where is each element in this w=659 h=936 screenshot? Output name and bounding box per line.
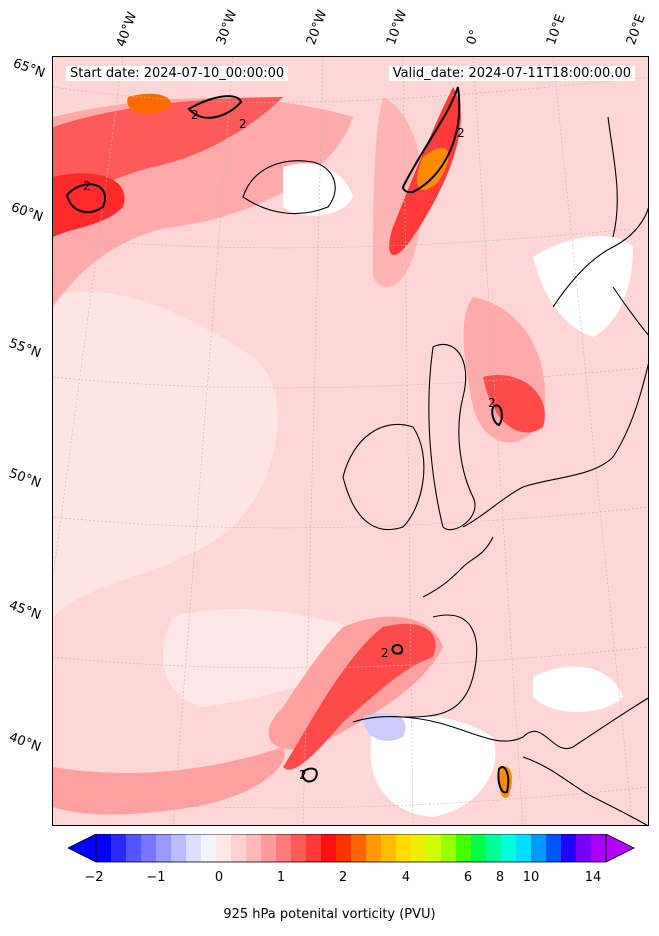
colorbar-tick-label: 2 — [338, 870, 348, 885]
colorbar-cell — [156, 834, 172, 862]
lat-label-55n: 55°N — [6, 336, 43, 362]
colorbar-cell — [441, 834, 457, 862]
colorbar-cell — [291, 834, 307, 862]
colorbar-cell — [216, 834, 232, 862]
graticule — [53, 57, 648, 825]
colorbar-frame — [95, 834, 607, 863]
colorbar — [68, 834, 635, 863]
colorbar-cell — [576, 834, 592, 862]
colorbar-tick-label: 8 — [495, 870, 505, 885]
colorbar-cell — [486, 834, 502, 862]
colorbar-cell — [561, 834, 577, 862]
colorbar-tick-label: 1 — [276, 870, 286, 885]
lon-label-0: 0° — [463, 27, 484, 47]
colorbar-cell — [186, 834, 202, 862]
pv-light-patch — [53, 291, 278, 617]
colorbar-cell — [516, 834, 532, 862]
contour-label: 2 — [457, 126, 465, 140]
lat-label-65n: 65°N — [10, 56, 47, 82]
colorbar-cell — [456, 834, 472, 862]
contour-label: 2 — [191, 108, 199, 122]
colorbar-cell — [201, 834, 217, 862]
colorbar-cell — [96, 834, 112, 862]
colorbar-cell — [231, 834, 247, 862]
colorbar-cell — [546, 834, 562, 862]
colorbar-cell — [411, 834, 427, 862]
pv-light-patch — [163, 608, 383, 707]
colorbar-cell — [276, 834, 292, 862]
pv-low-area — [533, 666, 623, 712]
coastlines — [242, 116, 648, 825]
pv-negative-area — [363, 713, 406, 741]
colorbar-tick-label: 6 — [463, 870, 473, 885]
contour-label: 2 — [239, 117, 247, 131]
pv-peak — [416, 147, 449, 190]
pv-strong-band — [53, 173, 125, 237]
lon-label-20w: 20°W — [303, 8, 331, 47]
pv-low-area — [283, 163, 353, 216]
colorbar-tick-label: 10 — [522, 870, 540, 885]
pv-2-contours — [65, 86, 510, 794]
colorbar-cell — [336, 834, 352, 862]
colorbar-cell — [351, 834, 367, 862]
colorbar-cell — [471, 834, 487, 862]
colorbar-cell — [261, 834, 277, 862]
colorbar-cell — [396, 834, 412, 862]
lat-label-40n: 40°N — [6, 730, 43, 756]
lat-label-50n: 50°N — [6, 466, 43, 492]
lon-label-40w: 40°W — [113, 10, 141, 49]
colorbar-cell — [246, 834, 262, 862]
lat-label-45n: 45°N — [6, 598, 43, 624]
date-header: Start date: 2024-07-10_00:00:00 Valid_da… — [52, 64, 649, 86]
colorbar-tick-label: 0 — [214, 870, 224, 885]
contour-label: 2 — [83, 179, 91, 193]
valid-date-label: Valid_date: 2024-07-11T18:00:00.00 — [388, 66, 635, 81]
contour-label: 2 — [488, 396, 496, 410]
pv-strong-band — [53, 97, 283, 217]
pv-low-area — [370, 716, 496, 817]
pv-low-area — [533, 236, 633, 337]
colorbar-cell — [141, 834, 157, 862]
colorbar-cell — [111, 834, 127, 862]
lon-label-10e: 10°E — [543, 12, 569, 48]
start-date-label: Start date: 2024-07-10_00:00:00 — [66, 66, 289, 81]
colorbar-tick-label: −1 — [146, 870, 166, 885]
colorbar-cell — [306, 834, 322, 862]
colorbar-left-arrow — [68, 834, 97, 863]
colorbar-label: 925 hPa potenital vorticity (PVU) — [223, 907, 436, 922]
lon-label-20e: 20°E — [623, 12, 649, 48]
pv-medium-area — [53, 747, 285, 815]
lat-label-60n: 60°N — [8, 200, 45, 226]
lon-label-10w: 10°W — [383, 8, 411, 47]
map-panel: 2 2 2 2 2 2 2 — [52, 56, 649, 826]
colorbar-tick-label: −2 — [84, 870, 104, 885]
colorbar-cell — [366, 834, 382, 862]
colorbar-cell — [531, 834, 547, 862]
colorbar-cell — [501, 834, 517, 862]
lon-label-30w: 30°W — [213, 8, 241, 47]
contour-label: 2 — [299, 768, 307, 782]
colorbar-cell — [591, 834, 607, 862]
pv-strong-band — [283, 623, 436, 770]
colorbar-cell — [381, 834, 397, 862]
colorbar-right-arrow — [605, 834, 635, 863]
pv-peak — [127, 93, 171, 114]
colorbar-cell — [171, 834, 187, 862]
colorbar-tick-label: 4 — [401, 870, 411, 885]
colorbar-cell — [426, 834, 442, 862]
colorbar-cell — [126, 834, 142, 862]
contour-label: 2 — [381, 646, 389, 660]
pv-strong-band — [483, 375, 545, 433]
colorbar-tick-label: 14 — [584, 870, 602, 885]
map-canvas: 2 2 2 2 2 2 2 — [53, 57, 648, 825]
colorbar-cell — [321, 834, 337, 862]
